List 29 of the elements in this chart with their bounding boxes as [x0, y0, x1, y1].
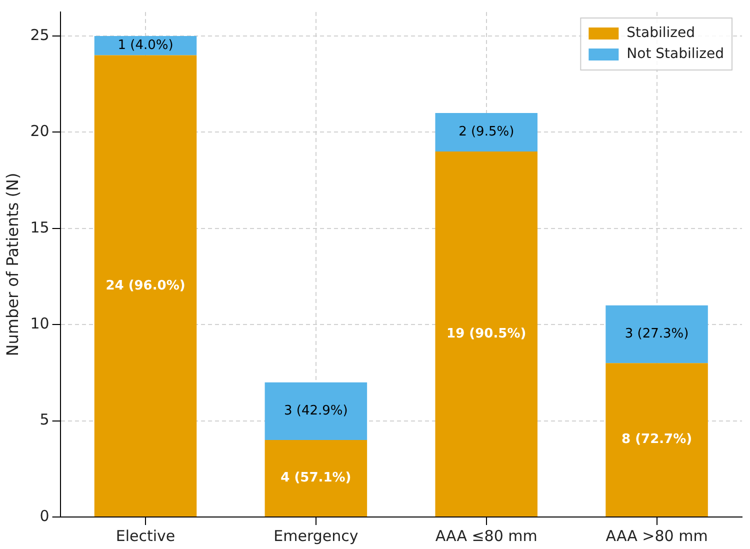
x-tick-label: AAA >80 mm	[606, 526, 708, 545]
data-label: 24 (96.0%)	[106, 278, 186, 294]
legend-label: Not Stabilized	[626, 46, 724, 62]
data-label: 19 (90.5%)	[446, 326, 526, 342]
legend-label: Stabilized	[626, 25, 696, 42]
data-label: 2 (9.5%)	[458, 124, 514, 140]
y-tick-label: 10	[30, 314, 50, 333]
y-tick-label: 20	[30, 122, 50, 140]
bar	[606, 363, 708, 516]
y-axis-title: Number of Patients (N)	[2, 172, 22, 356]
x-tick-label: Emergency	[274, 526, 358, 545]
bar	[606, 305, 708, 364]
bar	[264, 382, 368, 440]
y-tick-label: 25	[30, 26, 50, 44]
data-label: 3 (27.3%)	[624, 326, 689, 342]
bar	[435, 113, 538, 152]
data-label: 3 (42.9%)	[284, 404, 348, 419]
data-label: 1 (4.0%)	[118, 38, 174, 54]
bar	[264, 440, 368, 516]
bar	[94, 36, 197, 56]
x-tick-label: Elective	[116, 526, 176, 545]
bar	[94, 55, 197, 516]
bar	[435, 151, 538, 516]
y-tick-label: 5	[40, 410, 50, 429]
data-label: 8 (72.7%)	[622, 432, 692, 448]
y-tick-label: 15	[30, 218, 50, 236]
x-tick-label: AAA ≤80 mm	[435, 526, 538, 545]
y-tick-label: 0	[40, 506, 50, 525]
data-label: 4 (57.1%)	[280, 470, 352, 486]
